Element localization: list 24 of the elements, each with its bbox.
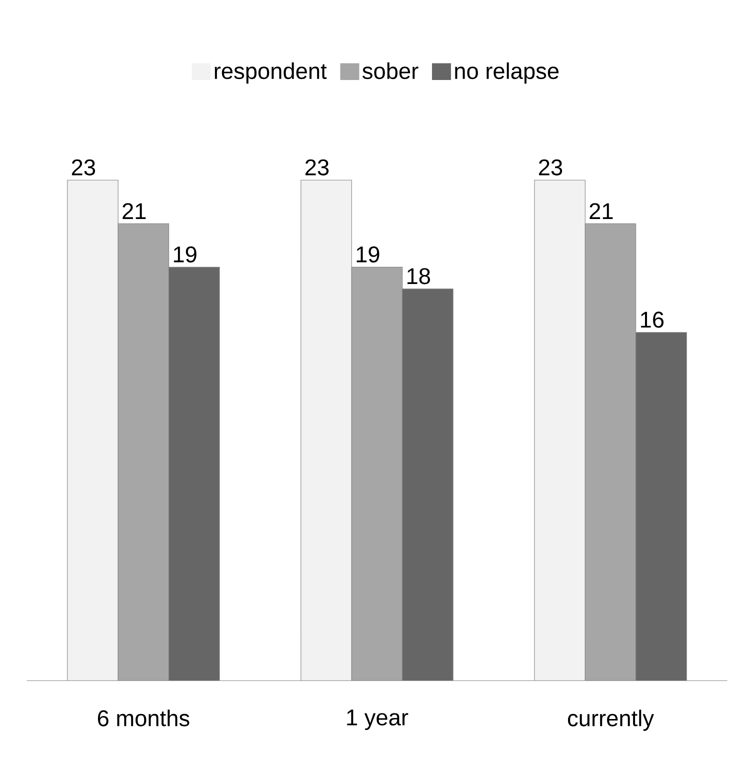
bar (118, 224, 169, 681)
bar (67, 180, 118, 681)
data-label: 19 (356, 246, 380, 262)
legend-label: sober (362, 62, 418, 80)
data-label: 23 (539, 159, 562, 176)
data-label: 18 (408, 268, 430, 284)
bar (300, 180, 352, 681)
x-tick-label: currently (568, 710, 654, 731)
bar (352, 267, 402, 681)
data-label: 21 (590, 203, 613, 219)
x-tick-label: 6 months (98, 710, 190, 726)
bar (584, 223, 636, 681)
legend-label: respondent (214, 62, 327, 84)
data-label: 23 (306, 159, 329, 176)
data-label: 16 (641, 312, 664, 328)
x-tick-label: 1 year (347, 710, 408, 730)
data-label: 23 (72, 159, 96, 176)
data-label: 21 (122, 203, 146, 219)
bar (534, 180, 586, 681)
bar (168, 267, 220, 681)
bar (402, 288, 454, 681)
data-label: 19 (174, 246, 196, 262)
bar (636, 332, 687, 681)
legend-label: no relapse (455, 62, 559, 84)
